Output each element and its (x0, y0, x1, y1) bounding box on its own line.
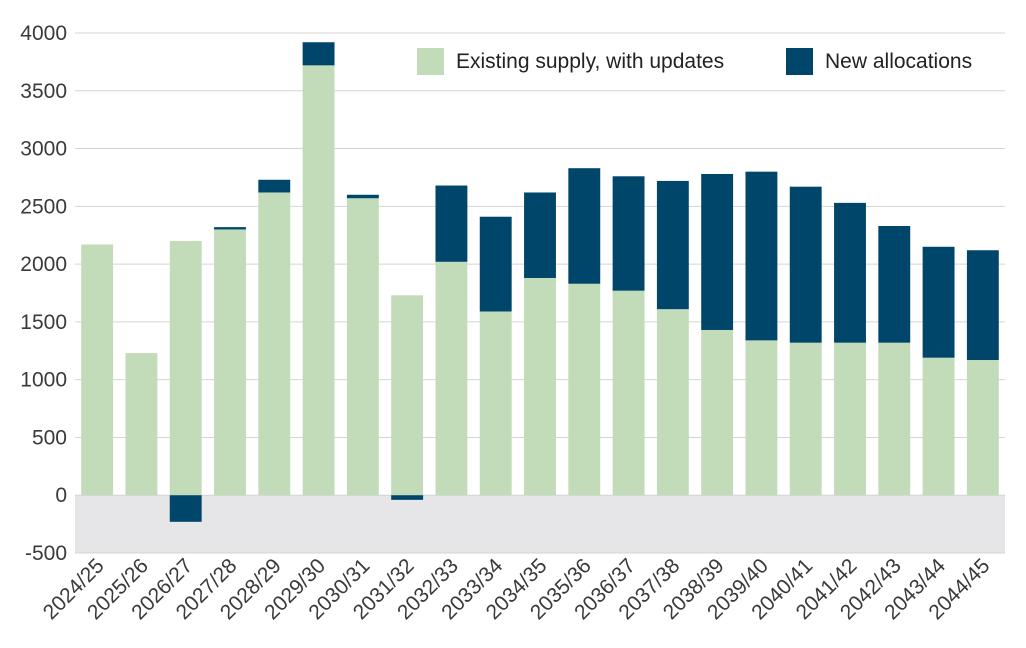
bar-existing-supply-2043-44 (922, 357, 955, 496)
legend-swatch (786, 48, 813, 75)
bar-new-allocations-2039-40 (745, 171, 778, 341)
bar-new-allocations-2036-37 (612, 176, 645, 291)
y-tick-label: -500 (25, 542, 67, 565)
negative-region-band (75, 495, 1005, 553)
bar-new-allocations-2040-41 (789, 186, 822, 343)
legend-swatch (417, 48, 444, 75)
y-tick-label: 1500 (20, 311, 67, 334)
y-tick-label: 500 (32, 426, 67, 449)
y-tick-label: 1000 (20, 369, 67, 392)
legend-item-existing-supply: Existing supply, with updates (417, 48, 724, 75)
bar-existing-supply-2044-45 (966, 360, 999, 496)
legend-label: New allocations (825, 50, 972, 73)
bar-existing-supply-2033-34 (479, 311, 512, 496)
bar-existing-supply-2030-31 (346, 198, 379, 496)
bar-existing-supply-2038-39 (701, 329, 734, 496)
bars (81, 42, 999, 522)
bar-new-allocations-2044-45 (966, 250, 999, 361)
bar-new-allocations-2027-28 (214, 227, 246, 230)
bar-new-allocations-2034-35 (524, 192, 556, 278)
bar-existing-supply-2040-41 (789, 342, 822, 496)
bar-new-allocations-2035-36 (568, 168, 601, 284)
bar-existing-supply-2039-40 (745, 340, 778, 496)
y-tick-label: 4000 (20, 22, 67, 45)
bar-existing-supply-2031-32 (391, 295, 424, 496)
bar-existing-supply-2025-26 (125, 353, 158, 496)
bar-new-allocations-2042-43 (878, 225, 911, 343)
bar-new-allocations-2037-38 (656, 180, 689, 310)
bar-new-allocations-2028-29 (258, 179, 291, 193)
y-tick-label: 3500 (20, 80, 67, 103)
bar-existing-supply-2026-27 (169, 241, 202, 496)
bar-existing-supply-2028-29 (258, 192, 291, 496)
y-axis-ticks: 4000 3500 3000 2500 2000 1500 1000 500 0 -500 (20, 22, 67, 565)
bar-existing-supply-2029-30 (302, 65, 335, 496)
bar-new-allocations-2026-27 (169, 495, 202, 522)
bar-new-allocations-2033-34 (479, 216, 512, 312)
negative-region (75, 495, 1005, 553)
y-tick-label: 2000 (20, 253, 67, 276)
bar-new-allocations-2029-30 (302, 42, 335, 66)
bar-existing-supply-2036-37 (612, 290, 645, 496)
bar-existing-supply-2035-36 (568, 283, 601, 496)
bar-new-allocations-2043-44 (922, 246, 955, 358)
bar-new-allocations-2031-32 (391, 495, 424, 500)
y-tick-label: 2500 (20, 195, 67, 218)
y-tick-label: 3000 (20, 138, 67, 161)
bar-existing-supply-2041-42 (834, 342, 866, 496)
legend: Existing supply, with updates New allocat… (417, 48, 972, 75)
bar-existing-supply-2032-33 (435, 261, 468, 496)
bar-existing-supply-2037-38 (656, 309, 689, 496)
bar-new-allocations-2030-31 (346, 194, 379, 199)
bar-existing-supply-2042-43 (878, 342, 911, 496)
bar-existing-supply-2034-35 (524, 277, 556, 496)
bar-new-allocations-2041-42 (834, 202, 866, 343)
legend-label: Existing supply, with updates (456, 50, 724, 73)
bar-new-allocations-2032-33 (435, 185, 468, 262)
bar-existing-supply-2024-25 (81, 244, 114, 496)
bar-existing-supply-2027-28 (214, 229, 246, 496)
legend-item-new-allocations: New allocations (786, 48, 972, 75)
x-axis-ticks: 2024/252025/262026/272027/282028/292029/… (39, 554, 995, 624)
y-tick-label: 0 (55, 484, 67, 507)
bar-new-allocations-2038-39 (701, 173, 734, 330)
